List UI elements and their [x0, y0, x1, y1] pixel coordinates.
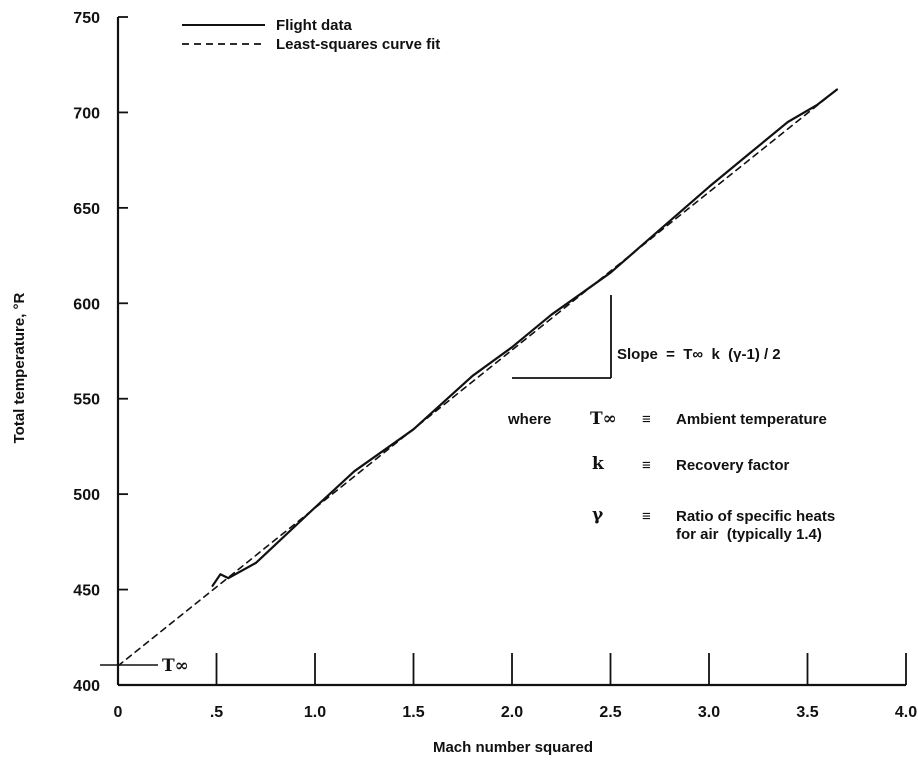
def-equiv-t-inf: ≡: [642, 411, 651, 428]
definitions-block: where T∞ ≡ Ambient temperature k ≡ Recov…: [507, 409, 835, 543]
x-tick-label: 4.0: [895, 704, 917, 721]
slope-label: Slope = T∞ k (γ-1) / 2: [617, 346, 781, 363]
x-tick-label: 3.5: [796, 704, 818, 721]
y-tick-label: 700: [73, 105, 100, 122]
x-tick-label: 2.5: [599, 704, 621, 721]
series-flight-data-line: [211, 88, 839, 587]
legend: Flight data Least-squares curve fit: [182, 17, 440, 53]
def-text-gamma-line1: Ratio of specific heats: [676, 508, 835, 525]
x-axis-title: Mach number squared: [433, 739, 593, 756]
x-tick-label: 1.5: [402, 704, 424, 721]
x-tick-label: 2.0: [501, 704, 523, 721]
x-axis-ticks: 0 .5 1.0 1.5 2.0 2.5 3.0 3.5 4.0: [114, 653, 917, 721]
def-text-gamma-line2: for air (typically 1.4): [676, 526, 822, 543]
def-equiv-k: ≡: [642, 457, 651, 474]
y-tick-label: 650: [73, 201, 100, 218]
series-curve-fit-line: [117, 88, 838, 667]
where-label: where: [507, 411, 551, 428]
x-tick-label: 0: [114, 704, 123, 721]
x-tick-label: 3.0: [698, 704, 720, 721]
y-axis-ticks: 400 450 500 550 600 650 700 750: [73, 10, 128, 695]
x-tick-label: .5: [210, 704, 223, 721]
def-symbol-k: k: [592, 454, 605, 474]
y-tick-label: 550: [73, 392, 100, 409]
x-tick-label: 1.0: [304, 704, 326, 721]
series-layer: [117, 88, 839, 667]
y-tick-label: 750: [73, 10, 100, 27]
def-symbol-t-inf: T∞: [590, 409, 617, 429]
def-equiv-gamma: ≡: [642, 508, 651, 525]
legend-label-flight-data: Flight data: [276, 17, 352, 34]
def-text-t-inf: Ambient temperature: [676, 411, 827, 428]
y-tick-label: 600: [73, 296, 100, 313]
y-tick-label: 400: [73, 678, 100, 695]
t-inf-label: T∞: [162, 656, 189, 676]
y-axis-title: Total temperature, °R: [11, 292, 28, 443]
def-symbol-gamma: γ: [592, 505, 604, 525]
legend-label-curve-fit: Least-squares curve fit: [276, 36, 440, 53]
y-tick-label: 450: [73, 583, 100, 600]
y-tick-label: 500: [73, 487, 100, 504]
def-text-k: Recovery factor: [676, 457, 790, 474]
